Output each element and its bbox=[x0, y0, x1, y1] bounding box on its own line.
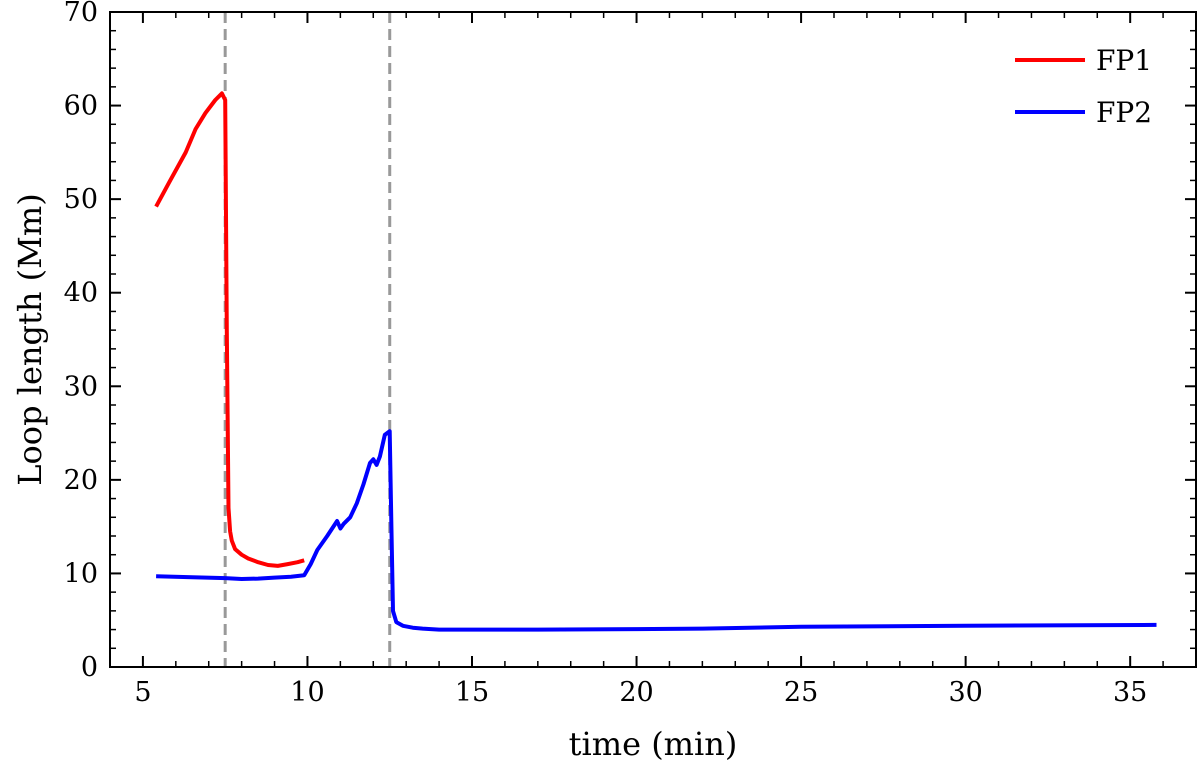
y-tick-label: 60 bbox=[64, 91, 98, 122]
y-tick-label: 40 bbox=[64, 278, 98, 309]
series-line-fp1 bbox=[154, 91, 305, 568]
legend-label-fp1: FP1 bbox=[1096, 44, 1152, 77]
x-tick-label: 15 bbox=[455, 677, 489, 708]
plot-frame bbox=[109, 11, 1197, 668]
tick-labels: 5 10 15 20 25 30 35 0 10 20 30 40 50 60 70 bbox=[64, 0, 1148, 708]
x-tick-label: 20 bbox=[619, 677, 653, 708]
x-axis-label: time (min) bbox=[569, 725, 738, 763]
legend: FP1 FP2 bbox=[1015, 44, 1152, 129]
legend-label-fp2: FP2 bbox=[1096, 96, 1152, 129]
x-tick-label: 25 bbox=[784, 677, 818, 708]
y-tick-label: 50 bbox=[64, 184, 98, 215]
x-tick-label: 30 bbox=[948, 677, 982, 708]
y-tick-label: 20 bbox=[64, 465, 98, 496]
y-tick-label: 70 bbox=[64, 0, 98, 28]
series-line-fp2 bbox=[156, 429, 1157, 632]
x-tick-label: 10 bbox=[290, 677, 324, 708]
y-axis-label: Loop length (Mm) bbox=[11, 193, 49, 485]
series-lines bbox=[154, 91, 1157, 632]
x-tick-label: 35 bbox=[1113, 677, 1147, 708]
y-tick-label: 10 bbox=[64, 558, 98, 589]
y-tick-label: 30 bbox=[64, 371, 98, 402]
y-tick-label: 0 bbox=[81, 652, 98, 683]
x-tick-label: 5 bbox=[134, 677, 151, 708]
